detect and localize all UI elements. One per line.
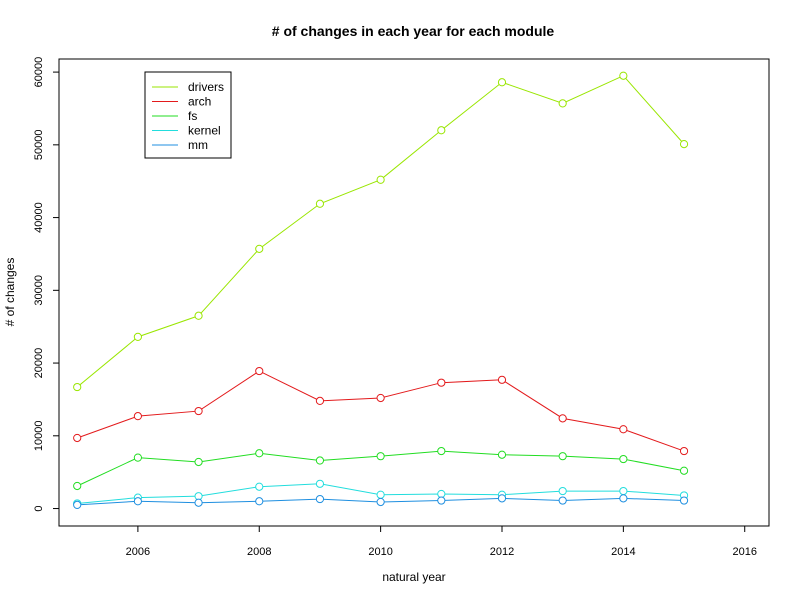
chart-title: # of changes in each year for each modul…	[272, 23, 555, 39]
legend-label-kernel: kernel	[188, 124, 221, 138]
x-tick-label: 2008	[247, 546, 271, 558]
x-axis: 2006 2008 2010 2012 2014 2016	[126, 526, 757, 558]
data-point-arch	[376, 393, 385, 403]
x-tick-label: 2006	[126, 546, 150, 558]
data-point-drivers	[558, 99, 567, 108]
data-point-drivers	[315, 199, 325, 208]
data-point-drivers	[497, 78, 507, 87]
data-point-fs	[315, 456, 325, 465]
plot-area-frame	[58, 58, 770, 527]
data-point-drivers	[619, 71, 628, 80]
data-point-kernel	[255, 482, 264, 491]
data-point-fs	[255, 449, 264, 458]
data-point-drivers	[133, 332, 142, 341]
y-axis-label: # of changes	[3, 258, 17, 327]
data-point-fs	[679, 466, 689, 475]
data-point-drivers	[679, 140, 689, 149]
legend-label-fs: fs	[188, 109, 197, 123]
data-point-mm	[255, 497, 264, 506]
data-point-drivers	[376, 175, 385, 184]
data-point-mm	[376, 497, 385, 507]
data-point-fs	[558, 452, 567, 461]
y-tick-label: 10000	[33, 421, 45, 452]
data-point-drivers	[73, 382, 82, 392]
data-point-drivers	[194, 311, 203, 320]
y-axis: 0 10000 20000 30000 40000 50000 60000	[33, 57, 59, 512]
y-tick-label: 60000	[33, 57, 45, 88]
data-point-arch	[73, 433, 82, 443]
series-mm	[73, 494, 689, 510]
data-point-arch	[437, 378, 446, 387]
series-drivers	[73, 71, 689, 392]
data-point-fs	[73, 481, 82, 491]
data-point-mm	[194, 498, 203, 507]
data-point-mm	[133, 497, 142, 506]
data-point-mm	[73, 500, 82, 510]
legend-label-arch: arch	[188, 95, 211, 109]
data-point-kernel	[376, 490, 385, 499]
data-point-arch	[679, 446, 689, 456]
y-tick-label: 0	[33, 505, 45, 511]
legend-label-drivers: drivers	[188, 80, 224, 94]
data-point-mm	[315, 494, 325, 504]
x-tick-label: 2010	[368, 546, 392, 558]
series-layer	[73, 71, 689, 510]
series-arch	[73, 366, 689, 456]
data-point-mm	[437, 496, 446, 505]
data-point-drivers	[437, 126, 446, 135]
data-point-fs	[437, 446, 446, 456]
data-point-mm	[558, 496, 567, 505]
data-point-arch	[315, 396, 325, 405]
data-point-arch	[558, 414, 567, 423]
data-point-mm	[619, 494, 628, 503]
data-point-arch	[619, 425, 628, 434]
y-tick-label: 50000	[33, 130, 45, 161]
data-point-arch	[194, 406, 203, 416]
y-tick-label: 20000	[33, 348, 45, 379]
x-tick-label: 2016	[732, 546, 756, 558]
data-point-arch	[255, 366, 264, 376]
y-tick-label: 40000	[33, 202, 45, 233]
data-point-drivers	[255, 244, 264, 253]
legend-label-mm: mm	[188, 138, 208, 152]
data-point-fs	[194, 457, 203, 467]
data-point-arch	[497, 375, 507, 384]
y-tick-label: 30000	[33, 275, 45, 306]
series-fs	[73, 446, 689, 491]
data-point-fs	[133, 453, 142, 462]
data-point-arch	[133, 412, 142, 421]
data-point-fs	[619, 454, 628, 464]
series-line-arch	[77, 370, 685, 452]
x-tick-label: 2012	[490, 546, 514, 558]
data-point-kernel	[558, 486, 567, 496]
data-point-mm	[679, 496, 689, 505]
data-point-mm	[497, 494, 507, 503]
data-point-fs	[376, 452, 385, 461]
data-point-fs	[497, 450, 507, 459]
x-tick-label: 2014	[611, 546, 635, 558]
x-axis-label: natural year	[382, 570, 445, 584]
legend-box	[144, 71, 232, 159]
data-point-kernel	[315, 479, 325, 488]
data-point-kernel	[619, 486, 628, 496]
